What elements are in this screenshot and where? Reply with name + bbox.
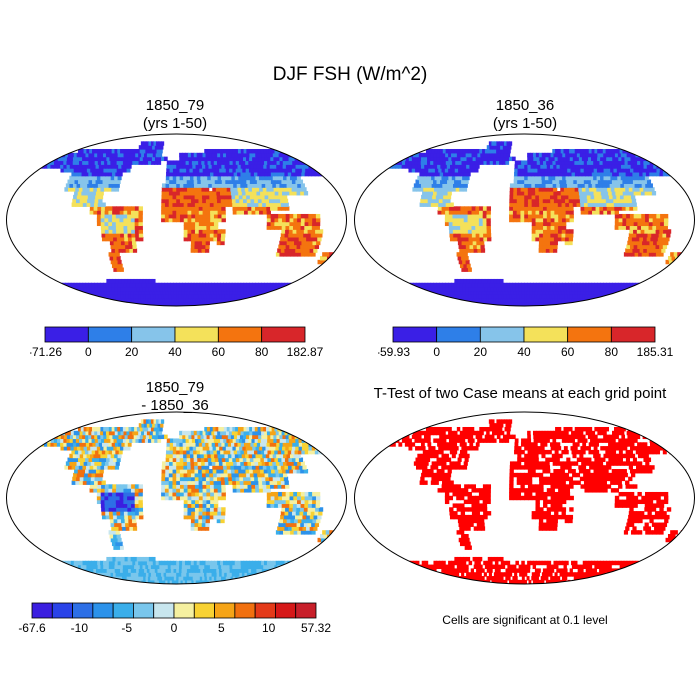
colorbar-box xyxy=(214,602,236,619)
colorbar-label: -10 xyxy=(71,621,89,635)
colorbar-box xyxy=(31,602,53,619)
land-cells xyxy=(388,419,685,584)
colorbar-label: 5 xyxy=(218,621,225,635)
colorbar-label: -5 xyxy=(121,621,132,635)
panel-title-ttest: T-Test of two Case means at each grid po… xyxy=(340,385,700,403)
map-border xyxy=(354,411,695,585)
map-panel-difference xyxy=(6,411,347,585)
colorbar-box xyxy=(112,602,134,619)
map-panel-ttest xyxy=(354,411,695,585)
colorbar-box xyxy=(44,326,89,343)
colorbar-label: -67.6 xyxy=(18,621,46,635)
colorbar-box xyxy=(436,326,481,343)
colorbar-box xyxy=(87,326,133,343)
panel-title-1850-79: 1850_79 (yrs 1-50) xyxy=(45,97,305,133)
colorbar-box xyxy=(173,602,195,619)
colorbar-box xyxy=(72,602,94,619)
colorbar-label: 0 xyxy=(433,345,440,359)
land-cells xyxy=(40,141,337,306)
colorbar-1850-36: -59.93 0 20 40 60 80 185.31 xyxy=(378,326,674,359)
colorbar-box xyxy=(254,602,276,619)
colorbar-box xyxy=(610,326,656,343)
colorbar-label: 57.32 xyxy=(301,621,331,635)
colorbar-difference: -67.6 -10 -5 0 5 10 57.32 xyxy=(18,602,331,635)
colorbar-label: 40 xyxy=(168,345,182,359)
colorbar-box xyxy=(479,326,525,343)
colorbar-box xyxy=(92,602,114,619)
colorbar-box xyxy=(392,326,438,343)
map-border xyxy=(6,133,347,307)
colorbar-box xyxy=(261,326,306,343)
panel-title-line1: 1850_79 xyxy=(145,97,205,114)
colorbar-box xyxy=(523,326,569,343)
land-cells xyxy=(40,419,337,584)
colorbar-label: -71.26 xyxy=(30,345,62,359)
colorbar-box xyxy=(133,602,155,619)
land-cells xyxy=(388,141,685,306)
colorbar-label: 80 xyxy=(605,345,619,359)
colorbar-box xyxy=(174,326,219,343)
colorbar-box xyxy=(193,602,215,619)
colorbar-label: 10 xyxy=(262,621,276,635)
map-panel-1850-79 xyxy=(6,133,347,307)
colorbar-label: 60 xyxy=(212,345,226,359)
colorbar-box xyxy=(217,326,263,343)
panel-title-line1: 1850_36 xyxy=(495,97,555,114)
colorbar-label: 0 xyxy=(85,345,92,359)
panel-title-line2: (yrs 1-50) xyxy=(142,115,208,132)
significance-note: Cells are significant at 0.1 level xyxy=(442,613,608,627)
main-title: DJF FSH (W/m^2) xyxy=(272,64,428,85)
colorbar-box xyxy=(567,326,612,343)
map-border xyxy=(6,411,347,585)
colorbar-label: 20 xyxy=(474,345,488,359)
colorbar-label: 20 xyxy=(125,345,139,359)
colorbar-label: -59.93 xyxy=(378,345,410,359)
colorbar-label: 60 xyxy=(561,345,575,359)
panel-title-line1: 1850_79 xyxy=(145,379,205,396)
colorbar-label: 40 xyxy=(517,345,531,359)
colorbar-box xyxy=(295,602,317,619)
panel-title-line2: (yrs 1-50) xyxy=(492,115,558,132)
colorbar-box xyxy=(51,602,73,619)
colorbar-label: 182.87 xyxy=(287,345,324,359)
map-border xyxy=(354,133,695,307)
panel-title-line1: T-Test of two Case means at each grid po… xyxy=(373,385,667,402)
colorbar-label: 185.31 xyxy=(637,345,674,359)
colorbar-box xyxy=(131,326,176,343)
colorbar-box xyxy=(234,602,256,619)
colorbar-box xyxy=(153,602,175,619)
panel-title-1850-36: 1850_36 (yrs 1-50) xyxy=(395,97,655,133)
panel-title-difference: 1850_79 - 1850_36 xyxy=(45,379,305,415)
colorbar-label: 80 xyxy=(255,345,269,359)
colorbar-label: 0 xyxy=(171,621,178,635)
panel-title-line2: - 1850_36 xyxy=(141,397,209,414)
map-panel-1850-36 xyxy=(354,133,695,307)
colorbar-1850-79: -71.26 0 20 40 60 80 182.87 xyxy=(30,326,324,359)
colorbar-box xyxy=(275,602,297,619)
